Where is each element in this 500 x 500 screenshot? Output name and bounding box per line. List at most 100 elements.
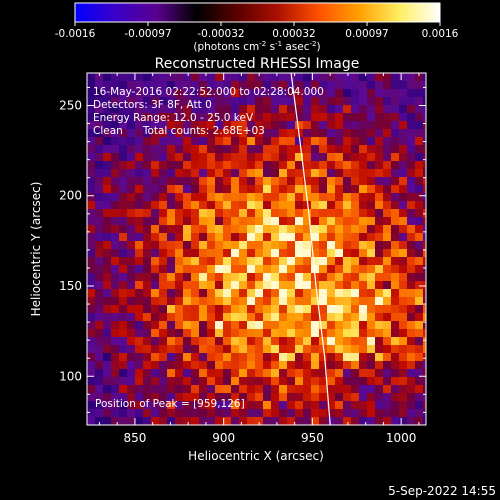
heatmap-cell [271,89,279,97]
heatmap-cell [399,241,407,249]
heatmap-cell [351,137,359,145]
heatmap-cell [87,81,95,89]
heatmap-cell [159,353,167,361]
heatmap-cell [111,337,119,345]
heatmap-cell [367,201,375,209]
heatmap-cell [199,177,207,185]
heatmap-cell [143,369,151,377]
heatmap-cell [287,369,295,377]
heatmap-cell [319,257,327,265]
heatmap-cell [255,361,263,369]
heatmap-cell [223,329,231,337]
heatmap-cell [103,161,111,169]
heatmap-cell [87,153,95,161]
heatmap-cell [231,137,239,145]
heatmap-cell [143,97,151,105]
heatmap-cell [327,217,335,225]
heatmap-cell [231,281,239,289]
heatmap-cell [207,281,215,289]
heatmap-cell [207,105,215,113]
heatmap-cell [239,305,247,313]
heatmap-cell [263,281,271,289]
heatmap-cell [111,361,119,369]
heatmap-cell [327,385,335,393]
heatmap-cell [287,417,295,425]
heatmap-cell [247,153,255,161]
heatmap-cell [271,153,279,161]
heatmap-cell [207,369,215,377]
heatmap-cell [111,401,119,409]
heatmap-cell [399,225,407,233]
heatmap-cell [343,361,351,369]
heatmap-cell [375,225,383,233]
heatmap-cell [167,81,175,89]
heatmap-cell [407,185,415,193]
heatmap-cell [215,345,223,353]
heatmap-cell [335,297,343,305]
heatmap-cell [223,353,231,361]
heatmap-cell [151,233,159,241]
heatmap-cell [175,193,183,201]
heatmap-cell [423,297,426,305]
heatmap-cell [223,73,231,81]
heatmap-cell [167,345,175,353]
heatmap-cell [215,153,223,161]
heatmap-cell [119,401,127,409]
heatmap-cell [103,225,111,233]
heatmap-cell [87,385,95,393]
heatmap-cell [375,241,383,249]
heatmap-cell [359,281,367,289]
heatmap-cell [263,249,271,257]
heatmap-cell [415,201,423,209]
heatmap-cell [111,113,119,121]
heatmap-cell [423,169,426,177]
colorbar-unit-label: (photons cm-2 s-1 asec-2) [193,40,320,53]
heatmap-cell [391,113,399,121]
heatmap-cell [311,321,319,329]
heatmap-cell [415,313,423,321]
heatmap-cell [399,385,407,393]
heatmap-cell [119,353,127,361]
heatmap-cell [183,113,191,121]
heatmap-cell [271,385,279,393]
heatmap-cell [191,329,199,337]
heatmap-cell [255,369,263,377]
heatmap-cell [119,177,127,185]
heatmap-cell [247,217,255,225]
heatmap-cell [135,385,143,393]
heatmap-cell [223,409,231,417]
heatmap-cell [111,393,119,401]
heatmap-cell [135,129,143,137]
heatmap-cell [103,369,111,377]
heatmap-cell [335,257,343,265]
heatmap-cell [319,385,327,393]
heatmap-cell [303,97,311,105]
heatmap-cell [223,105,231,113]
heatmap-cell [351,89,359,97]
heatmap-cell [367,369,375,377]
heatmap-cell [135,161,143,169]
heatmap-cell [95,257,103,265]
heatmap-cell [263,193,271,201]
heatmap-cell [151,201,159,209]
heatmap-cell [143,417,151,425]
heatmap-cell [127,345,135,353]
heatmap-cell [103,385,111,393]
heatmap-cell [135,401,143,409]
heatmap-cell [95,281,103,289]
heatmap-cell [343,321,351,329]
heatmap-cell [175,329,183,337]
heatmap-cell [127,105,135,113]
heatmap-cell [327,193,335,201]
heatmap-cell [111,169,119,177]
heatmap-cell [215,113,223,121]
heatmap-cell [199,385,207,393]
heatmap-cell [367,265,375,273]
heatmap-cell [87,209,95,217]
heatmap-cell [383,297,391,305]
heatmap-cell [151,417,159,425]
heatmap-cell [383,217,391,225]
heatmap-cell [223,265,231,273]
heatmap-cell [351,369,359,377]
heatmap-cell [367,273,375,281]
